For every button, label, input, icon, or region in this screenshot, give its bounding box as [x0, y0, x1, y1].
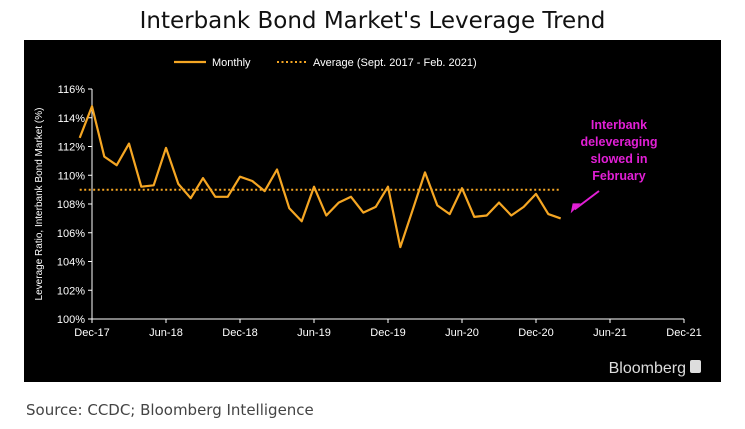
y-tick-label: 108%: [57, 199, 85, 211]
x-tick-label: Jun-19: [297, 327, 331, 339]
page-title: Interbank Bond Market's Leverage Trend: [139, 8, 606, 34]
bloomberg-mark-icon: [690, 360, 701, 373]
y-axis: 100% 102% 104% 106% 108% 110% 112% 114% 116% Leve…: [34, 84, 93, 326]
annotation-text: deleveraging: [580, 135, 657, 149]
legend-average-label: Average (Sept. 2017 - Feb. 2021): [313, 57, 477, 69]
y-tick-label: 110%: [58, 170, 86, 182]
x-tick-label: Dec-18: [222, 327, 257, 339]
plot-area: [78, 105, 562, 249]
bloomberg-logo: Bloomberg: [609, 360, 701, 377]
y-tick-label: 106%: [57, 228, 85, 240]
annotation-arrow: [574, 190, 600, 211]
x-tick-label: Jun-21: [593, 327, 627, 339]
bloomberg-wordmark: Bloomberg: [609, 360, 686, 377]
x-tick-label: Dec-20: [518, 327, 553, 339]
monthly-series-line: [78, 105, 562, 249]
annotation-arrowhead: [570, 203, 581, 214]
chart-legend: Monthly Average (Sept. 2017 - Feb. 2021): [174, 57, 477, 69]
chart-panel: Monthly Average (Sept. 2017 - Feb. 2021) …: [24, 40, 721, 382]
x-tick-label: Dec-21: [666, 327, 701, 339]
y-tick-label: 100%: [57, 314, 85, 326]
y-tick-label: 104%: [57, 257, 85, 269]
annotation-text: February: [592, 169, 646, 183]
x-tick-label: Dec-19: [370, 327, 405, 339]
annotation-text: Interbank: [591, 118, 647, 132]
x-tick-label: Dec-17: [74, 327, 109, 339]
x-axis: Dec-17 Jun-18 Dec-18 Jun-19 Dec-19 Jun-20 Dec-…: [74, 318, 702, 339]
source-note: Source: CCDC; Bloomberg Intelligence: [26, 401, 314, 419]
y-tick-label: 102%: [57, 285, 85, 297]
y-tick-label: 112%: [58, 142, 86, 154]
annotation-text: slowed in: [591, 152, 648, 166]
x-tick-label: Jun-18: [149, 327, 183, 339]
leverage-line-chart: Monthly Average (Sept. 2017 - Feb. 2021) …: [34, 57, 702, 377]
legend-monthly-label: Monthly: [212, 57, 251, 69]
x-tick-label: Jun-20: [445, 327, 479, 339]
annotation: Interbank deleveraging slowed in February: [570, 118, 658, 214]
y-tick-label: 116%: [58, 84, 86, 96]
y-tick-label: 114%: [58, 113, 86, 125]
y-axis-label: Leverage Ratio, Interbank Bond Market (%…: [34, 108, 45, 301]
